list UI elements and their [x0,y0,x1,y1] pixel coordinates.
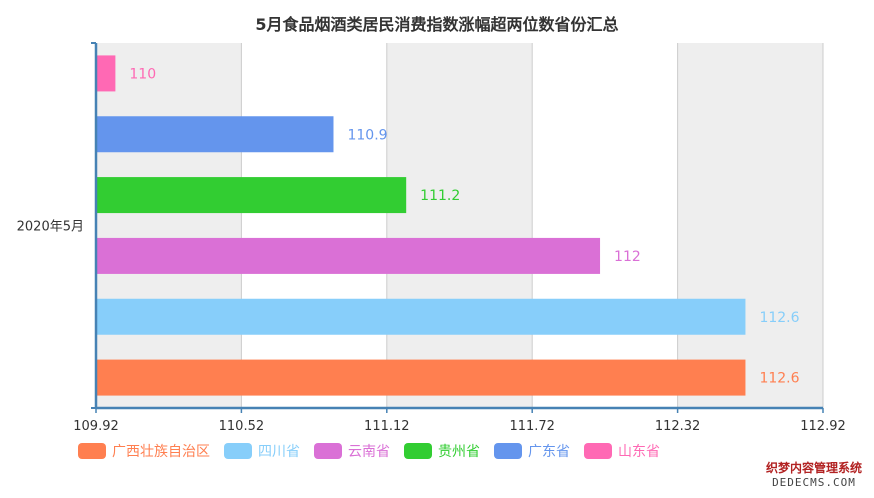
legend-item-3[interactable]: 贵州省 [404,441,480,461]
x-tick-label: 111.72 [509,419,555,434]
legend-item-5[interactable]: 山东省 [584,441,660,461]
bar-3[interactable] [96,177,407,214]
bar-5[interactable] [96,55,116,92]
data-label-2: 112 [614,249,641,265]
plot-band [241,43,387,408]
data-labels: 112.6 112.6 112 111.2 110.9 110 [129,66,799,386]
bar-2[interactable] [96,237,601,274]
legend: 广西壮族自治区 四川省 云南省 贵州省 广东省 山东省 [78,439,674,463]
legend-swatch [224,443,252,459]
legend-item-0[interactable]: 广西壮族自治区 [78,441,210,461]
chart-title: 5月食品烟酒类居民消费指数涨幅超两位数省份汇总 [255,15,619,34]
legend-swatch [404,443,432,459]
x-tick-label: 109.92 [73,419,119,434]
bar-4[interactable] [96,116,334,153]
legend-swatch [494,443,522,459]
data-label-4: 110.9 [347,127,387,143]
watermark-line-1: 织梦内容管理系统 [765,461,862,475]
legend-item-1[interactable]: 四川省 [224,441,300,461]
x-tick-label: 111.12 [364,419,410,434]
bar-0[interactable] [96,359,746,396]
plot-band [96,43,242,408]
legend-label: 四川省 [258,444,300,460]
plot-background-bands [96,43,823,408]
legend-swatch [78,443,106,459]
data-label-5: 110 [129,66,156,82]
data-label-0: 112.6 [759,371,799,387]
plot-band [386,43,533,408]
x-tick-label: 112.32 [655,419,701,434]
data-label-3: 111.2 [420,188,460,204]
legend-item-2[interactable]: 云南省 [314,441,390,461]
legend-swatch [314,443,342,459]
watermark-line-2: DEDECMS.COM [772,476,856,489]
x-tick-label: 110.52 [219,419,265,434]
legend-label: 广西壮族自治区 [112,444,210,460]
legend-swatch [584,443,612,459]
axes: 109.92 110.52 111.12 111.72 112.32 112.92 2020… [17,42,846,434]
data-label-1: 112.6 [759,310,799,326]
x-tick-label: 112.92 [800,419,846,434]
plot-band [677,43,823,408]
bars [96,55,746,396]
plot-band [532,43,678,408]
legend-label: 贵州省 [438,444,480,460]
bar-1[interactable] [96,298,746,335]
legend-label: 云南省 [348,444,390,460]
y-category-label: 2020年5月 [17,220,84,235]
legend-label: 广东省 [528,444,570,460]
watermark-logo: 织梦内容管理系统 DEDECMS.COM [766,460,862,490]
legend-item-4[interactable]: 广东省 [494,441,570,461]
legend-label: 山东省 [618,444,660,460]
